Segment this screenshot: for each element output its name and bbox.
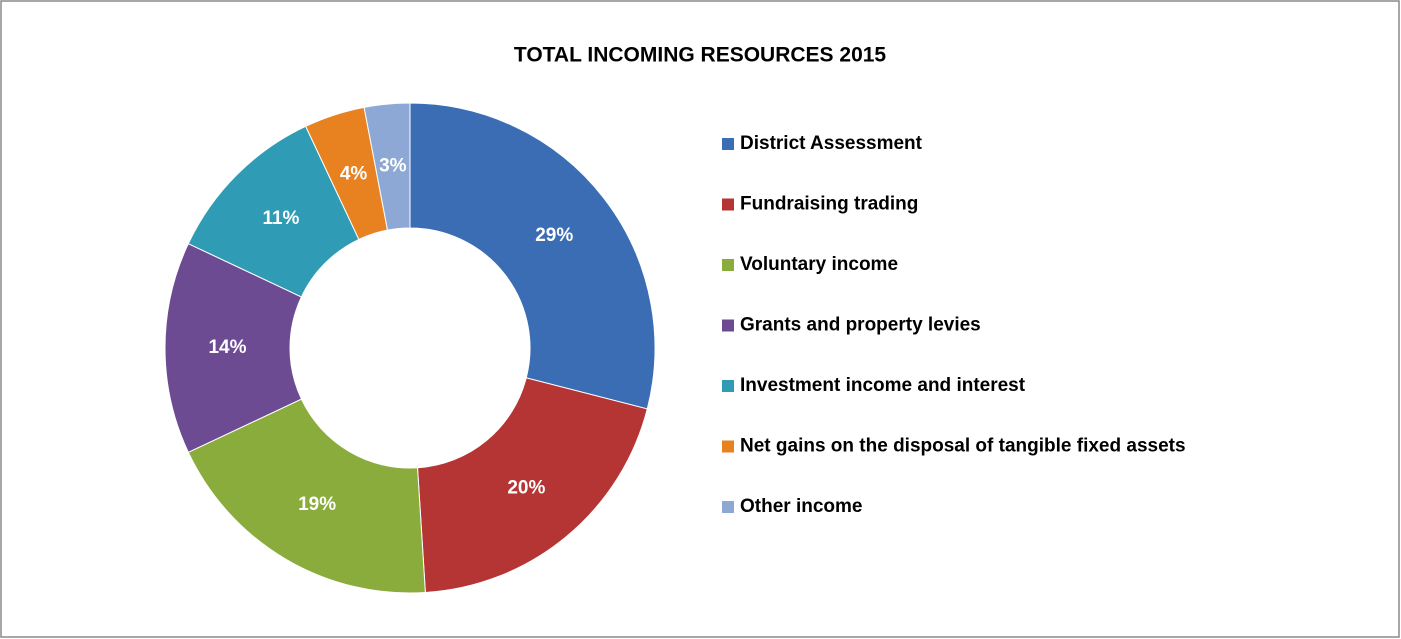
legend-label: Other income bbox=[740, 496, 862, 517]
legend-label: Voluntary income bbox=[740, 254, 898, 275]
legend-label: Fundraising trading bbox=[740, 194, 918, 215]
legend-swatch bbox=[722, 380, 734, 392]
data-label: 20% bbox=[507, 478, 545, 499]
legend-swatch bbox=[722, 440, 734, 453]
donut-segment bbox=[417, 377, 648, 594]
data-label: 3% bbox=[379, 155, 407, 176]
legend-swatch bbox=[722, 198, 734, 211]
legend-swatch bbox=[722, 259, 734, 271]
legend-label: Investment income and interest bbox=[740, 375, 1026, 396]
legend-swatch bbox=[722, 319, 734, 332]
donut-segment bbox=[409, 102, 656, 410]
data-label: 4% bbox=[340, 163, 368, 184]
data-label: 29% bbox=[535, 225, 573, 246]
donut-segment bbox=[187, 398, 426, 594]
legend-label: Grants and property levies bbox=[740, 315, 981, 336]
legend-label: District Assessment bbox=[740, 133, 923, 154]
data-label: 19% bbox=[298, 494, 336, 515]
chart-title: TOTAL INCOMING RESOURCES 2015 bbox=[514, 44, 887, 67]
legend-swatch bbox=[722, 501, 734, 513]
donut-segment bbox=[363, 102, 411, 231]
legend-label: Net gains on the disposal of tangible fi… bbox=[740, 436, 1186, 457]
data-label: 11% bbox=[262, 208, 299, 229]
data-label: 14% bbox=[208, 337, 246, 358]
legend-swatch bbox=[722, 138, 734, 150]
donut-segment bbox=[164, 243, 303, 453]
